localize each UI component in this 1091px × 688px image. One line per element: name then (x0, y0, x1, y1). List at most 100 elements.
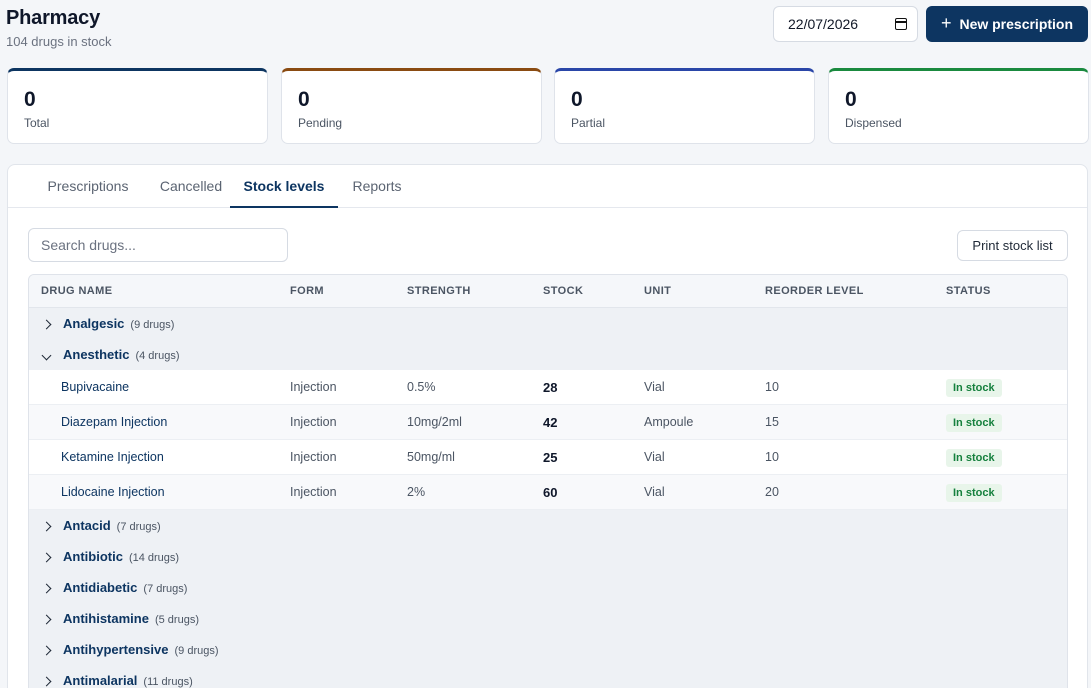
drug-strength: 10mg/2ml (407, 415, 462, 429)
drug-strength: 2% (407, 485, 426, 499)
table-header: Drug name Form Strength Stock Unit Reord… (29, 275, 1067, 308)
stat-label: Partial (571, 116, 606, 130)
date-value[interactable]: 22/07/2026 (788, 16, 859, 32)
group-count: (7 drugs) (116, 521, 161, 533)
status-badge: In stock (946, 449, 1002, 467)
stats-row: 0 Total 0 Pending 0 Partial 0 Dispensed (7, 68, 1089, 144)
group-name: Analgesic (63, 316, 125, 331)
column-header: Form (290, 285, 324, 297)
page-header: Pharmacy 104 drugs in stock (6, 7, 112, 49)
group-label: Antidiabetic (7 drugs) (63, 572, 187, 605)
group-row-antibiotic[interactable]: Antibiotic (14 drugs) (29, 541, 1067, 572)
drug-unit: Vial (644, 380, 665, 394)
group-row-antihypertensive[interactable]: Antihypertensive (9 drugs) (29, 634, 1067, 665)
group-row-antihistamine[interactable]: Antihistamine (5 drugs) (29, 603, 1067, 634)
status-badge: In stock (946, 379, 1002, 397)
group-count: (9 drugs) (130, 319, 175, 331)
calendar-icon[interactable] (895, 18, 907, 30)
tab-stock-levels[interactable]: Stock levels (230, 165, 338, 208)
drug-reorder-level: 15 (765, 415, 779, 429)
drug-unit: Vial (644, 450, 665, 464)
table-row[interactable]: Diazepam Injection Injection 10mg/2ml 42 Amp… (29, 405, 1067, 440)
stat-label: Dispensed (845, 116, 902, 130)
group-name: Antihypertensive (63, 642, 169, 657)
chevron-down-icon[interactable] (41, 339, 52, 370)
column-header: Drug name (41, 285, 113, 297)
drug-reorder-level: 20 (765, 485, 779, 499)
drug-form: Injection (290, 415, 337, 429)
drug-stock: 28 (543, 380, 558, 395)
group-count: (9 drugs) (174, 645, 219, 657)
chevron-right-icon[interactable] (41, 634, 52, 665)
stat-label: Pending (298, 116, 343, 130)
group-count: (5 drugs) (154, 614, 199, 626)
plus-icon: + (940, 13, 952, 33)
tab-reports[interactable]: Reports (352, 178, 402, 194)
status-badge: In stock (946, 414, 1002, 432)
drug-stock: 25 (543, 450, 558, 465)
stat-card-total: 0 Total (7, 68, 268, 144)
group-name: Antidiabetic (63, 580, 138, 595)
group-name: Antacid (63, 518, 111, 533)
stock-table: Drug name Form Strength Stock Unit Reord… (28, 274, 1068, 688)
chevron-right-icon[interactable] (41, 308, 52, 339)
group-label: Anesthetic (4 drugs) (63, 339, 180, 372)
search-input[interactable] (28, 228, 288, 262)
group-count: (4 drugs) (135, 350, 180, 362)
tab-cancelled[interactable]: Cancelled (159, 178, 223, 194)
table-row[interactable]: Ketamine Injection Injection 50mg/ml 25 Vial… (29, 440, 1067, 475)
column-header: Unit (644, 285, 672, 297)
group-row-analgesic[interactable]: Analgesic (9 drugs) (29, 308, 1067, 339)
stat-label: Total (24, 116, 50, 130)
status-badge: In stock (946, 484, 1002, 502)
stat-value: 0 (845, 88, 857, 111)
new-prescription-button[interactable]: + New prescription (926, 6, 1088, 42)
chevron-right-icon[interactable] (41, 541, 52, 572)
column-header: Reorder level (765, 285, 864, 297)
chevron-right-icon[interactable] (41, 510, 52, 541)
drug-form: Injection (290, 450, 337, 464)
group-count: (11 drugs) (143, 676, 193, 688)
stat-value: 0 (298, 88, 310, 111)
group-name: Antimalarial (63, 673, 138, 688)
group-label: Antibiotic (14 drugs) (63, 541, 179, 574)
drug-strength: 0.5% (407, 380, 436, 394)
group-label: Antimalarial (11 drugs) (63, 665, 193, 688)
drug-strength: 50mg/ml (407, 450, 455, 464)
page-subtitle: 104 drugs in stock (6, 34, 112, 49)
date-picker[interactable]: 22/07/2026 (773, 6, 918, 42)
group-label: Antacid (7 drugs) (63, 510, 161, 543)
stat-card-partial: 0 Partial (554, 68, 815, 144)
drug-unit: Ampoule (644, 415, 694, 429)
column-header: Status (946, 285, 991, 297)
chevron-right-icon[interactable] (41, 665, 52, 688)
table-row[interactable]: Lidocaine Injection Injection 2% 60 Vial 20 In… (29, 475, 1067, 510)
group-name: Antihistamine (63, 611, 149, 626)
group-count: (7 drugs) (143, 583, 188, 595)
stock-panel: Prescriptions Cancelled Stock levels Rep… (7, 164, 1088, 688)
group-label: Analgesic (9 drugs) (63, 308, 174, 341)
drug-stock: 42 (543, 415, 558, 430)
print-stock-list-button[interactable]: Print stock list (957, 230, 1068, 261)
group-name: Antibiotic (63, 549, 123, 564)
group-row-antidiabetic[interactable]: Antidiabetic (7 drugs) (29, 572, 1067, 603)
group-row-antimalarial[interactable]: Antimalarial (11 drugs) (29, 665, 1067, 688)
table-body: Analgesic (9 drugs) Anesthetic (4 drugs) Bup… (29, 308, 1067, 688)
drug-stock: 60 (543, 485, 558, 500)
chevron-right-icon[interactable] (41, 572, 52, 603)
chevron-right-icon[interactable] (41, 603, 52, 634)
group-row-antacid[interactable]: Antacid (7 drugs) (29, 510, 1067, 541)
group-row-anesthetic[interactable]: Anesthetic (4 drugs) (29, 339, 1067, 370)
group-label: Antihypertensive (9 drugs) (63, 634, 219, 667)
stat-card-dispensed: 0 Dispensed (828, 68, 1089, 144)
table-row[interactable]: Bupivacaine Injection 0.5% 28 Vial 10 In stock (29, 370, 1067, 405)
group-name: Anesthetic (63, 347, 130, 362)
drug-name: Lidocaine Injection (61, 485, 165, 499)
column-header: Stock (543, 285, 584, 297)
drug-form: Injection (290, 380, 337, 394)
drug-reorder-level: 10 (765, 450, 779, 464)
drug-reorder-level: 10 (765, 380, 779, 394)
group-count: (14 drugs) (128, 552, 180, 564)
tab-prescriptions[interactable]: Prescriptions (47, 178, 129, 194)
stat-value: 0 (24, 88, 36, 111)
